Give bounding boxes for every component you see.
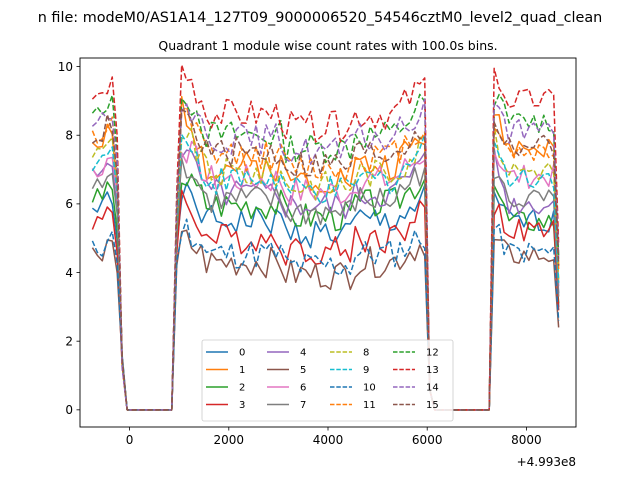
chart-title: Quadrant 1 module wise count rates with …: [158, 38, 497, 53]
y-tick-label: 2: [65, 334, 73, 348]
x-tick-label: 2000: [214, 433, 245, 447]
legend-label-15: 15: [426, 400, 439, 411]
series-line-14: [91, 98, 560, 411]
legend-label-14: 14: [426, 383, 439, 394]
y-tick-label: 6: [65, 197, 73, 211]
plot-area: [91, 64, 560, 411]
series-line-15: [91, 109, 560, 411]
y-tick-label: 4: [65, 266, 73, 280]
figure-suptitle: n file: modeM0/AS1A14_127T09_9000006520_…: [38, 10, 603, 26]
series-line-10: [91, 218, 560, 411]
legend-label-6: 6: [300, 383, 306, 394]
x-tick-label: 6000: [412, 433, 443, 447]
legend-label-1: 1: [239, 365, 245, 376]
legend-label-12: 12: [426, 348, 439, 359]
x-tick-label: 8000: [511, 433, 542, 447]
y-tick-label: 8: [65, 129, 73, 143]
legend-label-9: 9: [363, 365, 369, 376]
y-axis: 0 2 4 6 8 10: [58, 60, 80, 417]
legend-label-7: 7: [300, 400, 306, 411]
legend-label-4: 4: [300, 348, 306, 359]
legend-label-13: 13: [426, 365, 439, 376]
legend-label-0: 0: [239, 348, 245, 359]
legend-label-2: 2: [239, 383, 245, 394]
y-tick-label: 0: [65, 403, 73, 417]
x-tick-label: 0: [126, 433, 134, 447]
legend-frame: [201, 339, 454, 422]
legend-label-8: 8: [363, 348, 369, 359]
legend-label-5: 5: [300, 365, 306, 376]
legend-label-11: 11: [363, 400, 376, 411]
x-axis: 0 2000 4000 6000 8000: [126, 427, 542, 447]
legend-label-10: 10: [363, 383, 376, 394]
x-offset-label: +4.993e8: [517, 455, 576, 469]
series-line-9: [91, 133, 560, 411]
y-tick-label: 10: [58, 60, 73, 74]
x-tick-label: 4000: [313, 433, 344, 447]
legend-label-3: 3: [239, 400, 245, 411]
